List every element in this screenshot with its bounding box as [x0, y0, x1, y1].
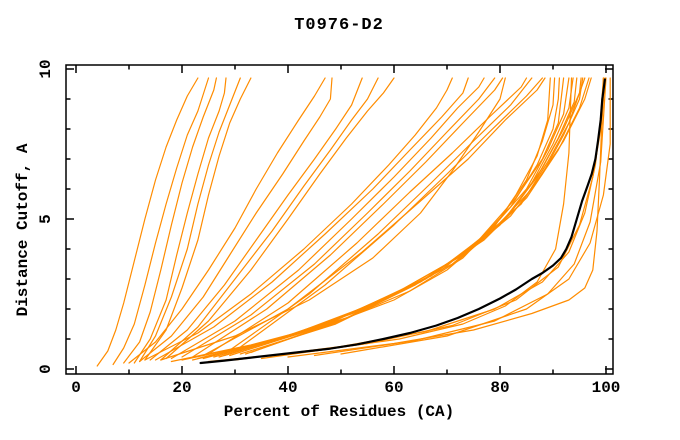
- x-tick-label: 60: [384, 379, 403, 397]
- y-tick-label: 10: [37, 59, 55, 78]
- prediction-curve: [160, 77, 506, 361]
- chart-title: T0976-D2: [294, 16, 384, 35]
- prediction-curve: [154, 77, 469, 361]
- y-tick-label: 5: [37, 214, 55, 224]
- model-curve: [199, 78, 607, 365]
- prediction-curve: [207, 77, 528, 355]
- x-tick-label: 40: [278, 379, 297, 397]
- prediction-curve: [139, 77, 333, 363]
- prediction-curve: [165, 77, 395, 360]
- x-tick-label: 100: [592, 379, 621, 397]
- prediction-curve: [192, 77, 504, 358]
- prediction-curve: [149, 77, 363, 361]
- prediction-curve: [313, 77, 607, 357]
- y-axis-label: Distance Cutoff, A: [14, 143, 32, 316]
- prediction-curve: [223, 77, 584, 357]
- x-axis-label: Percent of Residues (CA): [224, 403, 454, 421]
- prediction-curve: [170, 77, 485, 360]
- prediction-curve: [260, 77, 606, 360]
- y-tick-label: 0: [37, 364, 55, 374]
- axes: [65, 64, 614, 375]
- prediction-curve: [160, 77, 379, 361]
- prediction-curve: [250, 77, 592, 354]
- curves: [96, 77, 611, 367]
- prediction-curve: [144, 77, 453, 361]
- prediction-curve: [181, 77, 496, 358]
- prediction-curve: [340, 77, 611, 355]
- prediction-curve: [133, 77, 227, 364]
- prediction-curve: [96, 77, 199, 367]
- prediction-curve: [213, 77, 574, 358]
- prediction-curve: [139, 77, 241, 363]
- prediction-curve: [123, 77, 217, 364]
- prediction-curve: [202, 77, 570, 360]
- x-tick-label: 80: [490, 379, 509, 397]
- prediction-curve: [287, 77, 605, 358]
- prediction-curve: [144, 77, 252, 361]
- prediction-curve: [234, 77, 544, 352]
- x-tick-label: 20: [172, 379, 191, 397]
- prediction-curve: [112, 77, 210, 366]
- plot-border: [65, 64, 614, 375]
- x-tick-label: 0: [71, 379, 81, 397]
- prediction-curve: [128, 77, 326, 364]
- prediction-curve: [223, 77, 533, 355]
- prediction-curve: [202, 77, 546, 357]
- tick-labels: 0 20 40 60 80 100 0 5 10: [37, 59, 620, 397]
